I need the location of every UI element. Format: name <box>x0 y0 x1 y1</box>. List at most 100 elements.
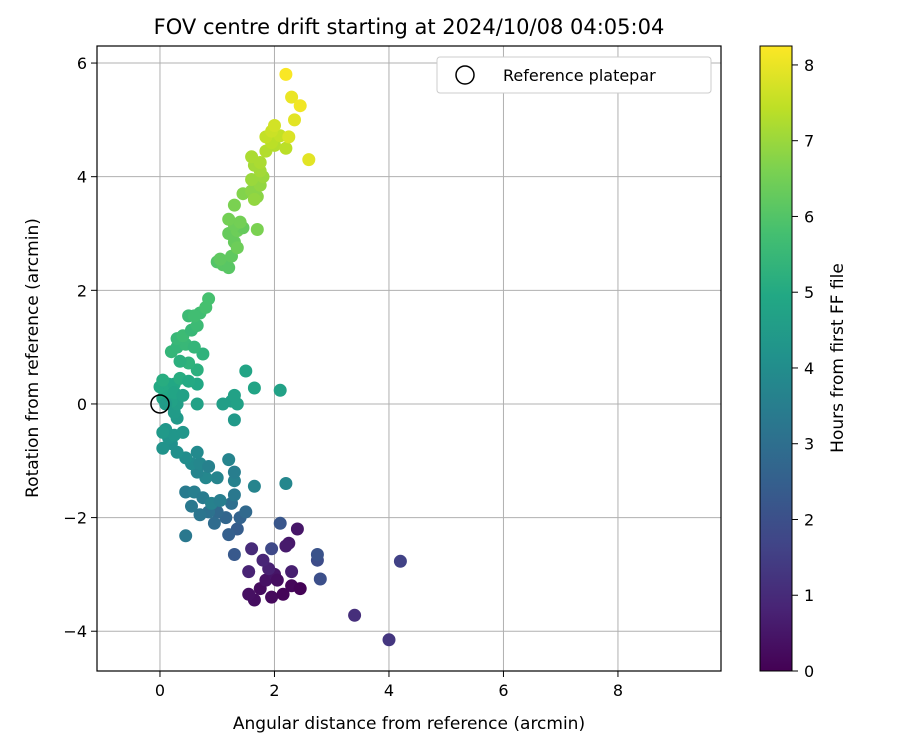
reference-marker <box>150 394 170 414</box>
data-point <box>156 373 170 387</box>
data-point <box>279 67 293 81</box>
y-tick-label: −4 <box>63 622 87 641</box>
colorbar: 0 1 2 3 4 5 6 7 8 Hours from first FF file <box>759 45 848 681</box>
x-tick-label: 8 <box>613 681 623 700</box>
data-point <box>227 388 241 402</box>
data-point <box>227 465 241 479</box>
colorbar-tick-label: 1 <box>804 586 814 605</box>
data-point <box>159 397 173 411</box>
y-tick-label: 6 <box>77 54 87 73</box>
reference-point <box>150 394 170 414</box>
plot-frame <box>96 45 722 672</box>
data-point <box>202 460 216 473</box>
data-point <box>276 587 290 601</box>
data-point <box>213 252 227 266</box>
data-point <box>250 223 264 236</box>
data-point <box>247 192 261 206</box>
data-point <box>313 572 327 586</box>
y-tick-label: 4 <box>77 168 87 187</box>
data-point <box>310 548 324 561</box>
data-point <box>273 383 287 397</box>
y-tick-label: 2 <box>77 281 87 300</box>
data-point <box>222 453 236 467</box>
data-point <box>176 425 190 439</box>
data-point <box>256 553 270 567</box>
colorbar-tick-label: 2 <box>804 510 814 529</box>
y-tick-label: 0 <box>77 395 87 414</box>
data-point <box>222 212 236 226</box>
legend: Reference platepar <box>436 56 712 94</box>
data-point <box>293 99 307 113</box>
x-tick-label: 2 <box>269 681 279 700</box>
colorbar-ticks: 0 1 2 3 4 5 6 7 8 <box>792 56 814 681</box>
data-point <box>302 153 316 167</box>
data-point <box>247 381 261 395</box>
data-point <box>279 539 293 553</box>
data-point <box>270 573 284 587</box>
data-point <box>279 141 293 155</box>
data-point <box>179 529 193 543</box>
colorbar-tick-label: 3 <box>804 435 814 454</box>
data-point <box>190 445 204 459</box>
data-point <box>190 397 204 411</box>
data-point <box>285 565 299 579</box>
colorbar-tick-label: 0 <box>804 662 814 681</box>
axis-ticks: 0 2 4 6 8 −4 −2 0 2 4 6 <box>63 54 623 700</box>
data-point <box>288 113 301 127</box>
data-point <box>222 528 236 542</box>
y-axis-label: Rotation from reference (arcmin) <box>23 218 43 498</box>
colorbar-label: Hours from first FF file <box>828 263 848 453</box>
data-point <box>265 542 279 556</box>
colorbar-tick-label: 8 <box>804 56 814 75</box>
x-tick-label: 6 <box>498 681 508 700</box>
data-point <box>253 156 267 169</box>
data-point <box>185 499 198 513</box>
legend-marker <box>455 65 475 85</box>
data-point <box>176 388 190 402</box>
data-point <box>239 364 253 378</box>
data-point <box>227 548 241 561</box>
legend-box <box>436 56 712 94</box>
data-point <box>230 241 244 255</box>
data-point <box>242 587 256 601</box>
data-point <box>202 292 216 306</box>
data-point <box>156 441 170 455</box>
data-point <box>293 582 307 596</box>
data-point <box>265 590 279 604</box>
colorbar-tick-label: 6 <box>804 207 814 226</box>
data-points <box>153 67 407 647</box>
data-point <box>182 374 196 388</box>
data-point <box>216 397 230 411</box>
data-point <box>273 516 287 530</box>
data-point <box>233 215 247 229</box>
data-point <box>207 516 221 530</box>
x-tick-label: 4 <box>384 681 394 700</box>
colorbar-tick-label: 4 <box>804 359 814 378</box>
legend-label: Reference platepar <box>503 66 656 85</box>
colorbar-tick-label: 7 <box>804 132 814 151</box>
data-point <box>187 340 201 354</box>
colorbar-gradient <box>759 45 793 672</box>
data-point <box>282 130 296 144</box>
data-point <box>227 413 241 427</box>
data-point <box>156 425 170 439</box>
data-point <box>268 119 281 132</box>
data-point <box>173 354 187 368</box>
data-point <box>222 261 236 275</box>
data-point <box>245 542 259 556</box>
data-point <box>393 554 407 568</box>
data-point <box>187 309 201 323</box>
y-tick-label: −2 <box>63 509 87 528</box>
data-point <box>348 608 362 622</box>
data-point <box>213 494 227 507</box>
colorbar-tick-label: 5 <box>804 283 814 302</box>
data-point <box>193 508 207 522</box>
data-point <box>247 479 261 493</box>
data-point <box>285 90 299 104</box>
x-tick-label: 0 <box>155 681 165 700</box>
data-point <box>227 198 241 212</box>
data-point <box>382 633 396 647</box>
data-point <box>290 522 304 536</box>
